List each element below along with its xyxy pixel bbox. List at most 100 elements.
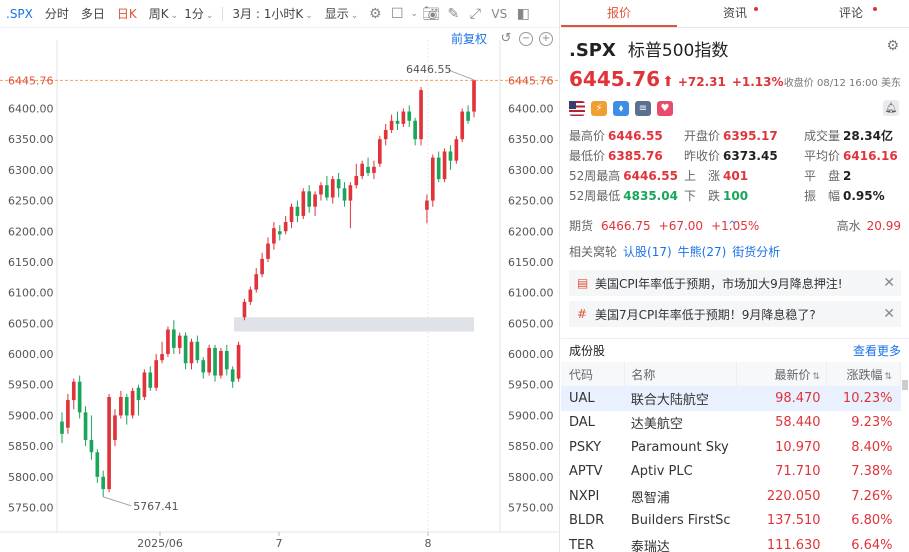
futures-change-pct: +1.05% — [711, 218, 760, 233]
stat-label: 最低价 — [569, 149, 606, 163]
range-label: 3月 : 1小时K — [232, 6, 304, 21]
heart-icon[interactable]: ♥ — [657, 100, 673, 116]
col-change-pct[interactable]: 涨跌幅 ⇅ — [826, 362, 901, 386]
candle-body — [319, 185, 323, 195]
table-row[interactable]: TER 泰瑞达 111.630 6.64% — [561, 533, 901, 552]
stat-item: 昨收价 6373.45 — [684, 147, 804, 164]
candle-body — [401, 111, 406, 124]
up-arrow-icon: ⬆ — [662, 74, 674, 90]
candle-body — [224, 350, 229, 370]
col-last-price[interactable]: 最新价 ⇅ — [736, 362, 828, 386]
checkbox-icon[interactable]: ☐ — [391, 5, 404, 22]
table-row[interactable]: APTV Aptiv PLC 71.710 7.38% — [561, 460, 901, 485]
candle-body — [283, 222, 288, 232]
table-row[interactable]: BLDR Builders FirstSc 137.510 6.80% — [561, 509, 901, 534]
y-tick-label-right: 6250.00 — [508, 195, 554, 208]
link-street-analysis[interactable]: 街货分析 — [732, 245, 781, 259]
fullscreen-icon[interactable]: ⤢ — [469, 5, 481, 22]
period-daily-k[interactable]: 日K — [116, 6, 137, 21]
zoom-out-icon[interactable]: − — [519, 31, 533, 46]
news-item[interactable]: ▤ 美国CPI年率低于预期，市场加大9月降息押注! ✕ — [569, 270, 901, 296]
pencil-icon[interactable]: ✎ — [447, 5, 460, 22]
stat-item: 振 幅 0.95% — [804, 187, 909, 204]
gear-icon[interactable]: ⚙ — [886, 38, 899, 54]
link-cbbc[interactable]: 牛熊(27) — [677, 245, 727, 259]
candlestick-chart[interactable]: 6400.00 6400.00 6350.00 6350.00 6300.00 6300.… — [0, 0, 559, 552]
candle-body — [378, 139, 382, 164]
tab-quote[interactable]: 报价 — [561, 0, 677, 27]
compare-vs-button[interactable]: VS — [491, 6, 508, 21]
chevron-up-icon[interactable]: ^ — [728, 220, 737, 231]
period-multiday[interactable]: 多日 — [80, 6, 105, 21]
cell-change: 9.23% — [851, 415, 893, 431]
col-name[interactable]: 名称 — [624, 362, 738, 386]
candle-body — [77, 381, 82, 413]
cell-code: BLDR — [569, 513, 605, 529]
related-warrants: 相关窝轮 认股(17) 牛熊(27) 街货分析 — [561, 243, 909, 260]
tag-icon[interactable]: ⬧ — [613, 100, 629, 116]
stat-value: 6446.55 — [608, 129, 663, 143]
ticker-selector[interactable]: .SPX — [6, 6, 33, 21]
constituents-body: UAL 联合大陆航空 98.470 10.23% DAL 达美航空 58.440 9.23% P… — [561, 386, 901, 552]
range-dropdown[interactable]: 3月 : 1小时K ⌄ — [226, 0, 318, 28]
candle-body — [260, 258, 264, 275]
candle-body — [71, 381, 76, 401]
stat-label: 下 跌 — [684, 189, 721, 203]
stat-value: 100 — [723, 189, 749, 203]
table-row[interactable]: PSKY Paramount Sky 10.970 8.40% — [561, 435, 901, 460]
view-more-link[interactable]: 查看更多 — [852, 344, 901, 358]
symbol-code: .SPX — [569, 40, 616, 61]
chevron-down-icon[interactable]: ⌄ — [410, 8, 419, 19]
scrollbar[interactable] — [902, 380, 908, 390]
panel-toggle-icon[interactable]: ◧ — [516, 5, 530, 22]
related-label: 相关窝轮 — [569, 245, 618, 259]
link-call-warrants[interactable]: 认股(17) — [623, 245, 672, 259]
chevron-down-icon: ⌄ — [350, 10, 359, 21]
settings-icon[interactable]: ⚙ — [369, 5, 382, 22]
period-minute-dropdown[interactable]: 1分 ⌄ — [184, 0, 219, 28]
table-row[interactable]: DAL 达美航空 58.440 9.23% — [561, 411, 901, 436]
candle-body — [277, 231, 282, 235]
quote-tabs: 报价 资讯 评论 — [561, 0, 909, 28]
candle-body — [272, 228, 276, 244]
quote-header: .SPX 标普500指数 ⚙ 6445.76 ⬆ +72.31 +1.13% 收… — [561, 28, 909, 231]
candle-body — [172, 329, 176, 348]
close-time: 收盘价 08/12 16:00 美东 — [783, 78, 901, 89]
symbol-name: 标普500指数 — [627, 41, 729, 61]
bell-icon[interactable]: 🔔︎ — [883, 100, 899, 116]
zoom-in-icon[interactable]: + — [539, 31, 553, 46]
news-item[interactable]: # 美国7月CPI年率低于预期！9月降息稳了? ✕ — [569, 301, 901, 327]
candle-body — [466, 111, 470, 121]
period-weekly-dropdown[interactable]: 周K ⌄ — [143, 0, 184, 28]
adjust-restore-button[interactable]: 前复权 — [450, 32, 487, 46]
list-icon[interactable]: ≡ — [635, 100, 651, 116]
col-code[interactable]: 代码 — [561, 362, 626, 386]
stat-label: 昨收价 — [684, 149, 721, 163]
candle-body — [219, 350, 223, 376]
close-icon[interactable]: ✕ — [883, 306, 895, 322]
stat-value: 6395.17 — [723, 129, 778, 143]
candle-body — [201, 360, 206, 373]
stat-value: 401 — [723, 169, 749, 183]
table-row[interactable]: UAL 联合大陆航空 98.470 10.23% — [561, 386, 901, 411]
period-intraday[interactable]: 分时 — [44, 6, 69, 21]
y-tick-label-right: 5850.00 — [508, 440, 554, 453]
chart-subtoolbar: 前复权 ↺ − + — [451, 30, 553, 47]
table-row[interactable]: NXPI 恩智浦 220.050 7.26% — [561, 484, 901, 509]
candle-body — [119, 397, 123, 416]
tab-comments[interactable]: 评论 — [793, 0, 909, 27]
tab-label: 报价 — [606, 6, 631, 20]
candle-body — [248, 289, 253, 302]
stat-item: 平均价 6416.16 — [804, 147, 909, 164]
candle-body — [448, 151, 453, 161]
camera-icon[interactable]: 📷︎ — [422, 5, 441, 22]
x-tick-label: 7 — [276, 537, 283, 550]
y-tick-label-left: 5950.00 — [8, 379, 54, 392]
stat-value: 6373.45 — [723, 149, 778, 163]
undo-icon[interactable]: ↺ — [500, 31, 512, 46]
divider — [222, 6, 224, 21]
tab-news[interactable]: 资讯 — [677, 0, 793, 27]
lightning-icon[interactable]: ⚡ — [591, 100, 607, 116]
display-dropdown[interactable]: 显示 ⌄ — [319, 0, 365, 28]
close-icon[interactable]: ✕ — [883, 275, 895, 291]
